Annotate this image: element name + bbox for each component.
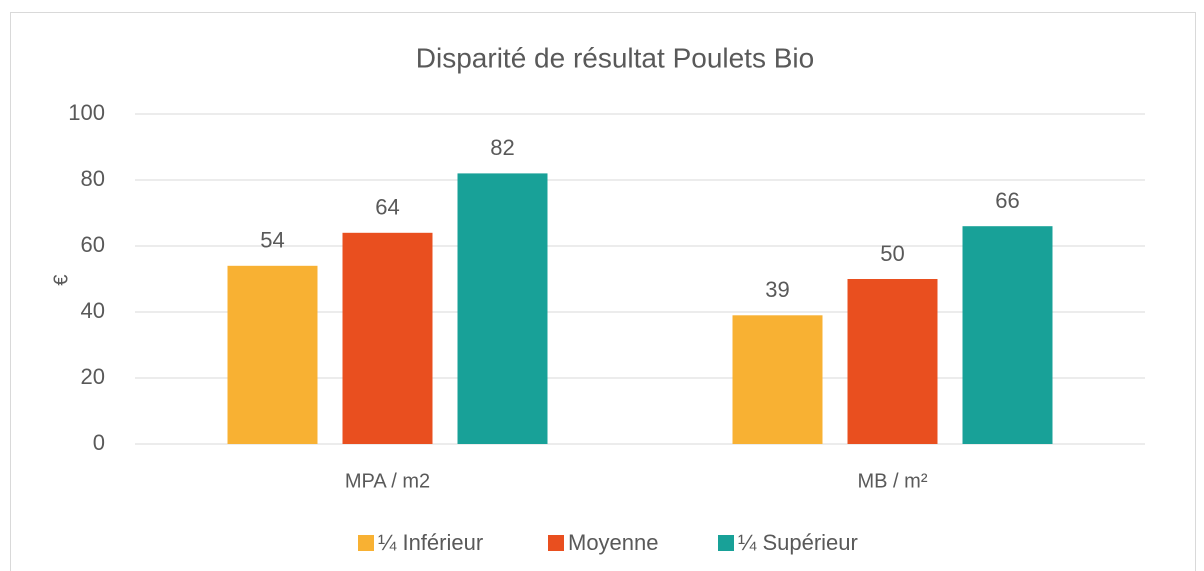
y-tick-label: 100 [68,100,105,125]
bar [847,279,938,444]
y-tick-label: 60 [81,232,105,257]
data-label: 39 [765,277,789,302]
legend-swatch [718,535,734,551]
bar [962,226,1053,444]
y-axis-label: € [50,274,72,285]
y-tick-label: 80 [81,166,105,191]
y-tick-label: 0 [93,430,105,455]
y-tick-label: 20 [81,364,105,389]
bar [732,315,823,444]
bar [227,265,318,444]
legend-swatch [548,535,564,551]
chart-title: Disparité de résultat Poulets Bio [416,42,814,73]
legend-swatch [358,535,374,551]
x-tick-label: MB / m² [858,470,928,492]
bar [342,232,433,444]
data-label: 50 [880,241,904,266]
legend-label: ¼ Supérieur [738,530,858,555]
data-label: 82 [490,135,514,160]
data-label: 54 [260,228,284,253]
y-tick-label: 40 [81,298,105,323]
legend-label: ¼ Inférieur [378,530,483,555]
legend-label: Moyenne [568,530,659,555]
data-label: 64 [375,195,399,220]
data-label: 66 [995,188,1019,213]
x-tick-label: MPA / m2 [345,470,430,492]
bar [457,173,548,444]
